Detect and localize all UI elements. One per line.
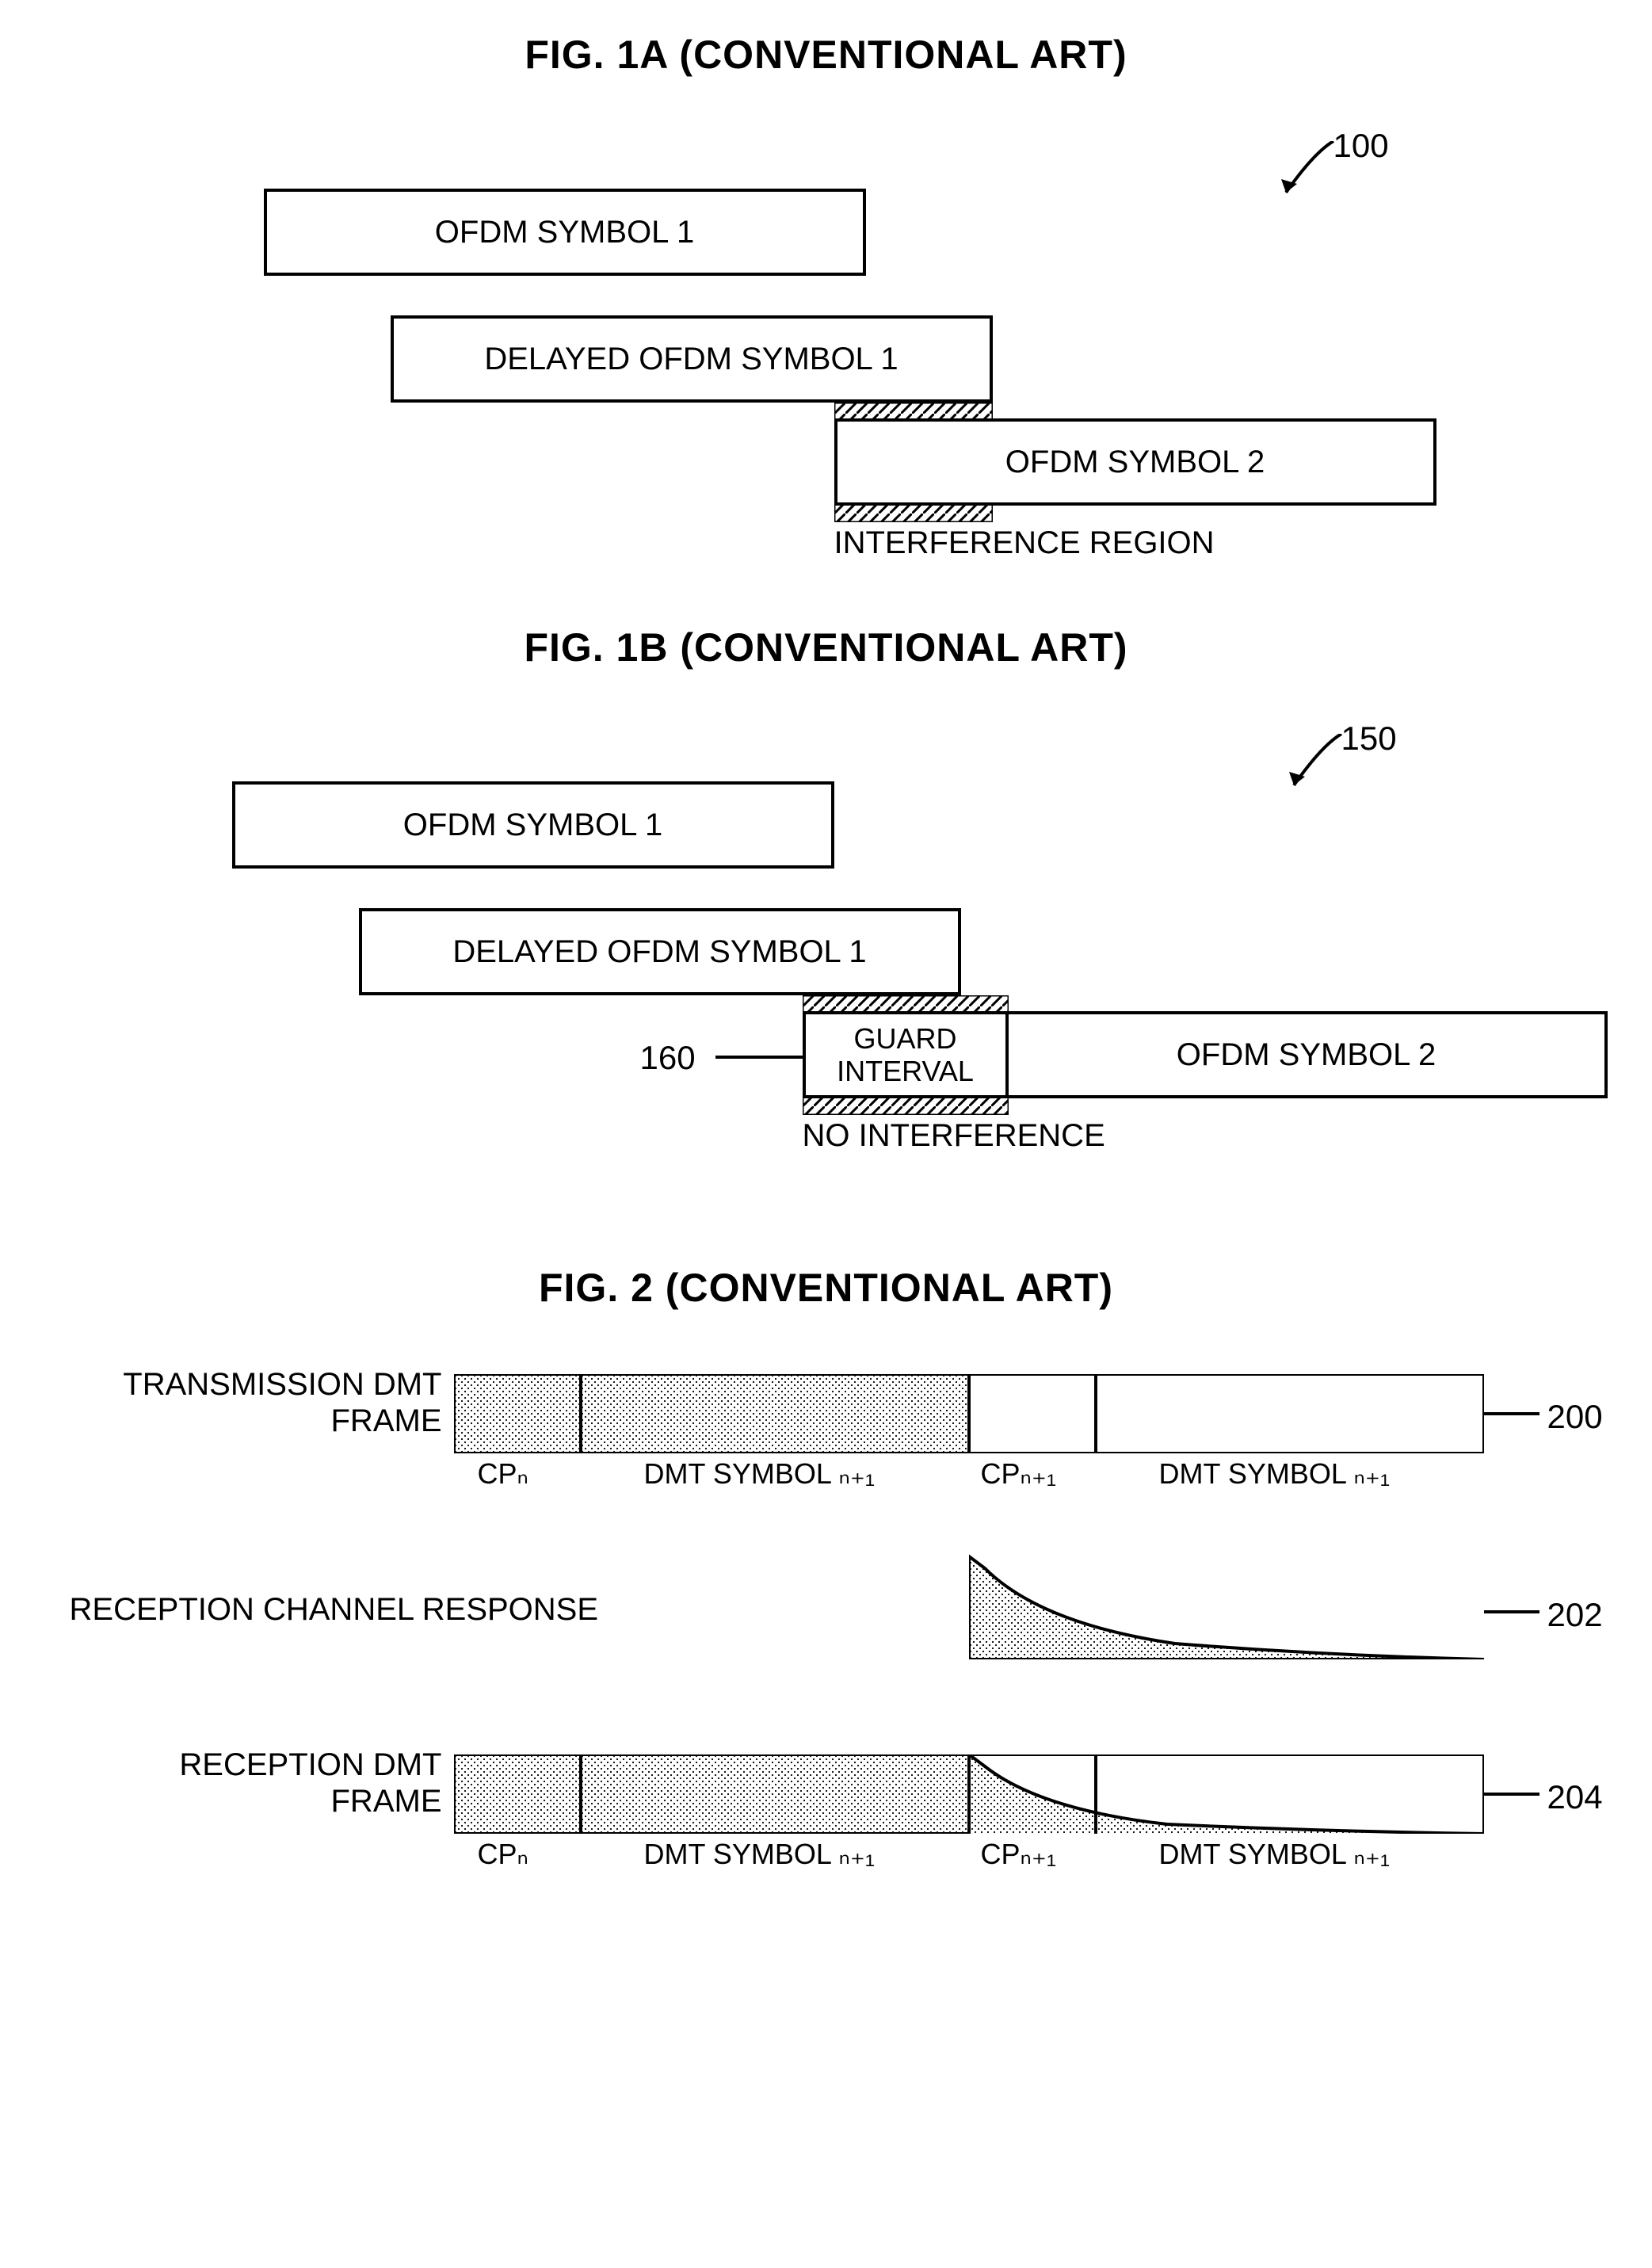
fig2-rx-ref: 204 [1547,1778,1603,1816]
fig1b-ref-label: 150 [1341,720,1397,758]
fig2-tx-frame [454,1374,1484,1453]
fig2-rx-seg2-label: CPₙ₊₁ [981,1838,1057,1871]
fig2-diagram: TRANSMISSION DMT FRAME CPₙ DMT SYMBOL ₙ₊… [42,1342,1611,1945]
fig2-tx-side-label: TRANSMISSION DMT FRAME [70,1366,442,1439]
fig1b-guard-ref-label: 160 [640,1039,696,1077]
fig2-rx-side-label: RECEPTION DMT FRAME [129,1747,442,1819]
fig1b-diagram: 150 OFDM SYMBOL 1 DELAYED OFDM SYMBOL 1 … [42,686,1611,1225]
fig1b-delayed-ofdm-symbol-1: DELAYED OFDM SYMBOL 1 [359,908,961,995]
fig1a-diagram: 100 OFDM SYMBOL 1 DELAYED OFDM SYMBOL 1 … [74,94,1579,601]
fig2-rx-ref-line [1484,1791,1539,1797]
fig2-tx-seg3-label: DMT SYMBOL ₙ₊₁ [1159,1457,1391,1491]
fig1b-ofdm-symbol-1: OFDM SYMBOL 1 [232,781,834,869]
fig2-title: FIG. 2 (CONVENTIONAL ART) [32,1265,1620,1311]
fig2-rx-frame [454,1754,1484,1834]
fig2-resp-ref-line [1484,1609,1539,1615]
fig1a-ofdm-symbol-1: OFDM SYMBOL 1 [264,189,866,276]
fig1a-interference-label: INTERFERENCE REGION [834,525,1215,561]
fig2-resp-curve [969,1548,1484,1659]
fig1b-no-interference-label: NO INTERFERENCE [803,1118,1105,1154]
fig1a-title: FIG. 1A (CONVENTIONAL ART) [32,32,1620,78]
fig1b-hatch-bottom [803,1095,1009,1115]
fig1b-guard-interval: GUARD INTERVAL [803,1011,1009,1098]
fig1a-ofdm-symbol-2: OFDM SYMBOL 2 [834,418,1436,506]
fig2-rx-seg1-label: DMT SYMBOL ₙ₊₁ [644,1838,876,1871]
fig2-tx-seg0-label: CPₙ [478,1457,528,1491]
fig1b-ofdm-symbol-2: OFDM SYMBOL 2 [1005,1011,1608,1098]
fig2-resp-ref: 202 [1547,1596,1603,1634]
fig1b-guard-ref-line [715,1054,803,1060]
fig2-tx-ref-line [1484,1411,1539,1417]
fig1a-ref-label: 100 [1333,127,1389,165]
fig2-tx-seg1-label: DMT SYMBOL ₙ₊₁ [644,1457,876,1491]
fig2-resp-side-label: RECEPTION CHANNEL RESPONSE [70,1592,599,1628]
fig1a-hatch-bottom [834,502,993,522]
fig2-tx-ref: 200 [1547,1398,1603,1436]
fig2-tx-seg2-label: CPₙ₊₁ [981,1457,1057,1491]
fig2-rx-seg0-label: CPₙ [478,1838,528,1871]
fig1a-delayed-ofdm-symbol-1: DELAYED OFDM SYMBOL 1 [391,315,993,403]
fig2-rx-seg3-label: DMT SYMBOL ₙ₊₁ [1159,1838,1391,1871]
fig1b-title: FIG. 1B (CONVENTIONAL ART) [32,624,1620,670]
